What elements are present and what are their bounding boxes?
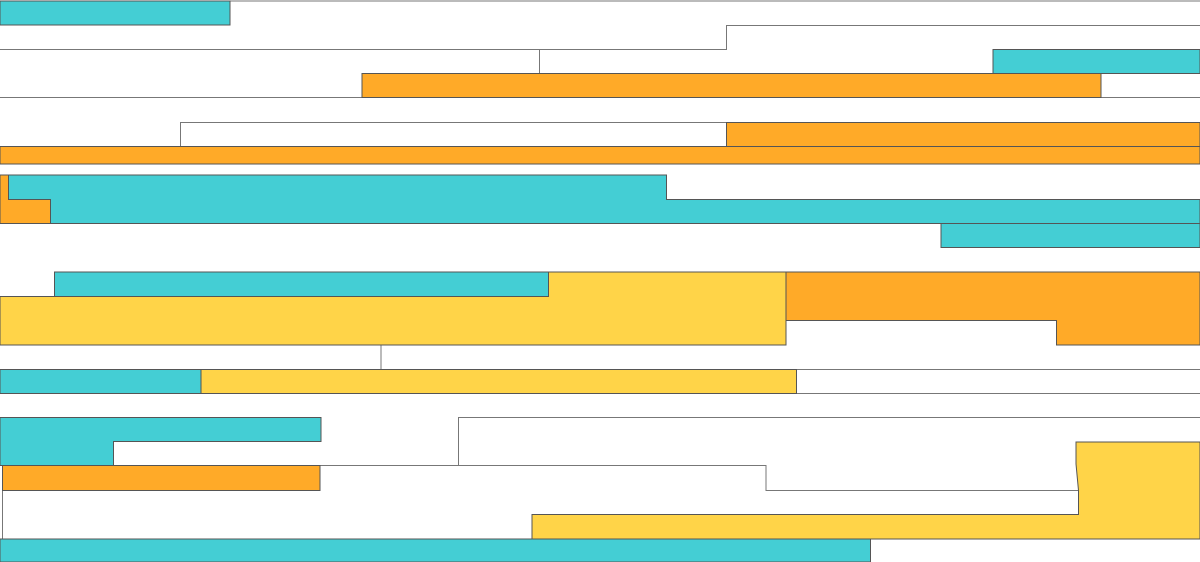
orange-block [361,73,1102,98]
teal-block [54,271,549,297]
outline-line [113,465,1078,491]
orange-block [2,465,321,491]
teal-block [0,417,322,466]
yellow-block [531,441,1200,540]
yellow-block [200,369,797,394]
teal-block [0,369,202,394]
outline-line [458,417,1200,466]
teal-block [0,538,871,562]
outline-line [380,345,1200,370]
teal-block [992,49,1200,74]
teal-block [940,223,1200,248]
orange-block [0,146,1200,165]
teal-block [0,0,231,26]
teal-block [8,174,1200,224]
orange-block [726,122,1200,147]
orange-block [785,271,1200,346]
outline-line [539,25,1200,50]
